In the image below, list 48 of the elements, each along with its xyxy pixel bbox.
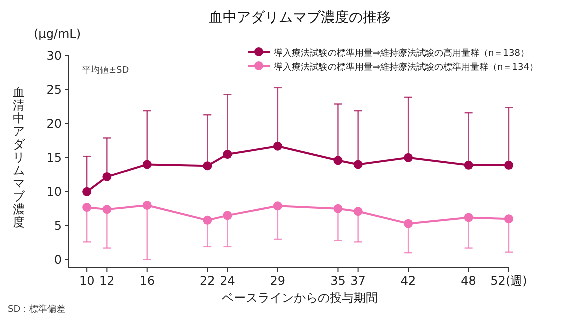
- y-tick-label: 10: [46, 184, 62, 199]
- x-tick-label: 12: [100, 274, 115, 288]
- text: 血清中アダリムマブ濃度: [13, 86, 25, 230]
- annotation: 平均値±SD: [82, 65, 130, 76]
- legend-label: 導入療法試験の標準用量⇒維持療法試験の高用量群（n＝138）: [274, 48, 530, 59]
- x-tick-label: 22: [200, 274, 216, 288]
- y-tick-label: 20: [46, 116, 62, 131]
- chart-title: 血中アダリムマブ濃度の推移: [209, 10, 391, 26]
- text: SD：標準偏差: [8, 304, 66, 315]
- point: [464, 160, 474, 170]
- point: [354, 160, 363, 170]
- x-axis-title: ベースラインからの投与期間: [222, 291, 378, 305]
- y-tick-label: 30: [46, 49, 62, 63]
- point: [82, 187, 92, 196]
- y-tick-label: 15: [46, 150, 62, 165]
- point: [334, 204, 343, 214]
- point: [223, 150, 232, 160]
- point: [102, 205, 112, 214]
- text: (μg/mL): [34, 27, 82, 41]
- point: [82, 203, 92, 212]
- legend-label: 導入療法試験の標準用量⇒維持療法試験の標準用量群（n＝134）: [274, 62, 538, 73]
- point: [504, 214, 514, 224]
- point: [273, 142, 282, 151]
- point: [203, 216, 212, 225]
- point: [142, 200, 152, 210]
- point: [102, 172, 112, 182]
- y-tick-label: 5: [54, 218, 62, 233]
- point: [203, 162, 212, 171]
- x-tick-label: 52(週): [490, 274, 528, 288]
- point: [273, 202, 282, 211]
- point: [504, 160, 514, 170]
- point: [404, 219, 414, 228]
- y-tick-label: 0: [54, 252, 62, 267]
- point: [334, 156, 343, 166]
- x-tick-label: 29: [270, 274, 286, 288]
- x-tick-label: 37: [350, 274, 366, 288]
- x-tick-label: 16: [140, 274, 155, 288]
- y-tick-label: 25: [46, 82, 62, 97]
- x-tick-label: 35: [330, 274, 346, 288]
- x-tick-label: 48: [461, 274, 476, 288]
- x-tick-label: 24: [220, 274, 236, 288]
- point: [464, 213, 474, 222]
- x-tick-label: 42: [400, 274, 416, 288]
- point: [354, 207, 363, 216]
- point: [142, 160, 152, 170]
- point: [404, 153, 414, 162]
- point: [223, 211, 232, 220]
- x-tick-label: 10: [79, 274, 95, 288]
